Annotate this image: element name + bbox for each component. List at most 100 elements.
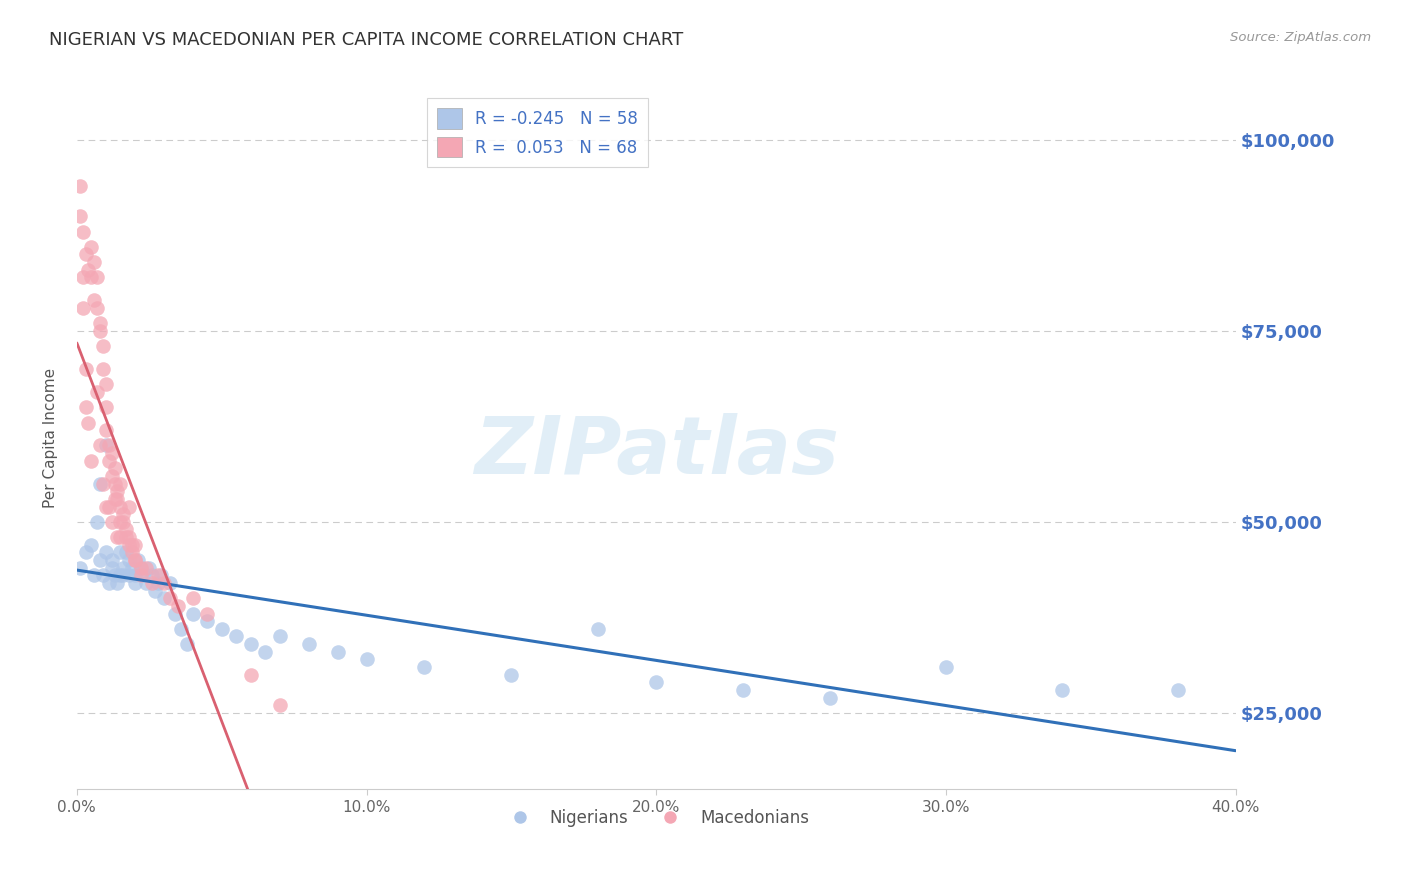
Point bbox=[103, 476, 125, 491]
Point bbox=[818, 690, 841, 705]
Point bbox=[83, 293, 105, 308]
Point bbox=[112, 568, 135, 582]
Point bbox=[107, 530, 129, 544]
Point bbox=[89, 324, 111, 338]
Point bbox=[413, 660, 436, 674]
Point bbox=[127, 553, 149, 567]
Point bbox=[124, 576, 146, 591]
Point bbox=[181, 607, 204, 621]
Point bbox=[225, 629, 247, 643]
Point bbox=[75, 545, 97, 559]
Point bbox=[86, 301, 108, 315]
Point bbox=[91, 568, 114, 582]
Point bbox=[72, 301, 94, 315]
Point bbox=[121, 545, 143, 559]
Point bbox=[94, 377, 117, 392]
Point bbox=[69, 560, 91, 574]
Point bbox=[86, 270, 108, 285]
Point bbox=[89, 476, 111, 491]
Point bbox=[94, 423, 117, 437]
Point bbox=[83, 255, 105, 269]
Point bbox=[103, 461, 125, 475]
Point bbox=[146, 568, 169, 582]
Point bbox=[588, 622, 610, 636]
Point bbox=[143, 583, 166, 598]
Point bbox=[69, 178, 91, 193]
Point bbox=[110, 568, 132, 582]
Text: NIGERIAN VS MACEDONIAN PER CAPITA INCOME CORRELATION CHART: NIGERIAN VS MACEDONIAN PER CAPITA INCOME… bbox=[49, 31, 683, 49]
Point bbox=[326, 645, 349, 659]
Point bbox=[141, 576, 163, 591]
Point bbox=[118, 538, 141, 552]
Point bbox=[100, 446, 122, 460]
Point bbox=[239, 637, 262, 651]
Point bbox=[211, 622, 233, 636]
Point bbox=[195, 607, 218, 621]
Point bbox=[115, 545, 138, 559]
Point bbox=[146, 576, 169, 591]
Point bbox=[86, 384, 108, 399]
Point bbox=[129, 568, 152, 582]
Point bbox=[1167, 682, 1189, 697]
Point bbox=[645, 675, 668, 690]
Point bbox=[72, 270, 94, 285]
Point bbox=[69, 209, 91, 223]
Point bbox=[165, 607, 187, 621]
Point bbox=[110, 500, 132, 514]
Point bbox=[107, 576, 129, 591]
Point bbox=[110, 545, 132, 559]
Point bbox=[135, 576, 157, 591]
Point bbox=[170, 622, 193, 636]
Point bbox=[89, 553, 111, 567]
Point bbox=[75, 247, 97, 261]
Point bbox=[121, 560, 143, 574]
Point bbox=[129, 560, 152, 574]
Point bbox=[1050, 682, 1073, 697]
Point bbox=[138, 560, 160, 574]
Text: ZIPatlas: ZIPatlas bbox=[474, 413, 839, 491]
Point bbox=[121, 538, 143, 552]
Point bbox=[97, 438, 120, 452]
Point bbox=[152, 591, 174, 606]
Point bbox=[501, 667, 523, 681]
Point bbox=[118, 530, 141, 544]
Point bbox=[149, 568, 172, 582]
Point bbox=[72, 225, 94, 239]
Point bbox=[118, 553, 141, 567]
Point bbox=[269, 698, 291, 713]
Point bbox=[152, 576, 174, 591]
Point bbox=[159, 576, 181, 591]
Point bbox=[107, 491, 129, 506]
Point bbox=[80, 270, 103, 285]
Point bbox=[80, 240, 103, 254]
Legend: Nigerians, Macedonians: Nigerians, Macedonians bbox=[496, 802, 815, 834]
Point bbox=[86, 515, 108, 529]
Point bbox=[110, 476, 132, 491]
Point bbox=[94, 438, 117, 452]
Point bbox=[89, 438, 111, 452]
Point bbox=[269, 629, 291, 643]
Point bbox=[124, 553, 146, 567]
Point bbox=[97, 453, 120, 467]
Point bbox=[110, 515, 132, 529]
Point bbox=[141, 568, 163, 582]
Point bbox=[77, 262, 100, 277]
Point bbox=[129, 560, 152, 574]
Point bbox=[195, 614, 218, 628]
Point bbox=[94, 545, 117, 559]
Point bbox=[254, 645, 277, 659]
Y-axis label: Per Capita Income: Per Capita Income bbox=[44, 368, 58, 508]
Point bbox=[75, 401, 97, 415]
Point bbox=[112, 515, 135, 529]
Point bbox=[100, 560, 122, 574]
Point bbox=[80, 453, 103, 467]
Point bbox=[112, 560, 135, 574]
Point bbox=[80, 538, 103, 552]
Point bbox=[100, 515, 122, 529]
Point bbox=[77, 416, 100, 430]
Point bbox=[935, 660, 957, 674]
Point bbox=[103, 568, 125, 582]
Point bbox=[115, 530, 138, 544]
Point bbox=[239, 667, 262, 681]
Point bbox=[118, 568, 141, 582]
